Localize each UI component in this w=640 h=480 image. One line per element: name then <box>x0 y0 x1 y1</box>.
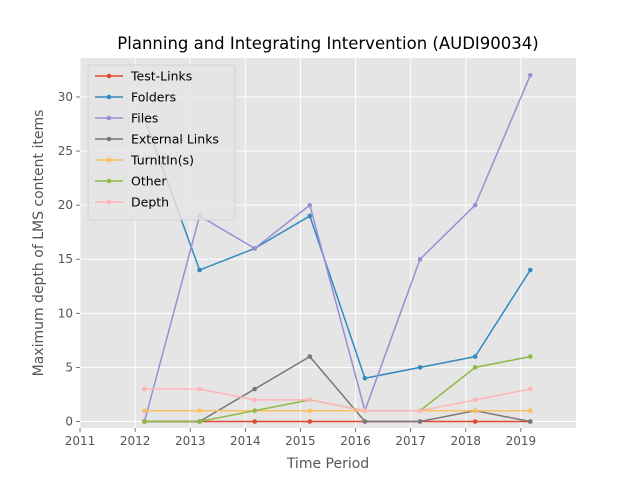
data-point-external-links <box>307 354 313 359</box>
x-axis-label: Time Period <box>286 456 369 472</box>
y-tick-label: 25 <box>58 144 73 158</box>
series-layer <box>142 73 533 424</box>
legend-marker-turnitin-s <box>106 157 112 163</box>
data-point-depth <box>197 386 202 392</box>
legend-marker-folders <box>106 94 112 100</box>
series-line-files <box>143 75 531 422</box>
data-point-turnitin-s <box>527 408 533 413</box>
x-tick-label: 2019 <box>506 434 537 448</box>
data-point-depth <box>417 408 423 413</box>
data-point-folders <box>307 213 313 219</box>
legend-marker-depth <box>106 199 112 205</box>
data-point-other <box>252 408 258 413</box>
data-point-turnitin-s <box>472 408 478 413</box>
y-tick-label: 0 <box>65 415 73 429</box>
data-point-test-links <box>307 419 313 424</box>
legend-marker-external-links <box>106 136 112 142</box>
legend-marker-test-links <box>106 73 112 79</box>
data-point-depth <box>362 408 368 413</box>
series-line-folders <box>143 118 531 379</box>
data-point-turnitin-s <box>142 408 147 413</box>
series-line-depth <box>144 388 531 412</box>
y-tick-label: 20 <box>58 198 73 212</box>
data-point-test-links <box>252 419 258 424</box>
data-point-other <box>527 354 533 359</box>
data-point-other <box>197 419 202 424</box>
y-tick-label: 5 <box>65 360 73 374</box>
data-point-other <box>472 365 478 370</box>
data-point-files <box>307 202 313 208</box>
series-line-external-links <box>144 355 531 423</box>
data-point-other <box>142 419 147 424</box>
data-point-test-links <box>472 419 478 424</box>
data-point-files <box>252 246 258 251</box>
x-tick-label: 2013 <box>175 434 206 448</box>
legend-label-files: Files <box>131 111 158 126</box>
data-point-folders <box>472 354 478 359</box>
x-tick-label: 2016 <box>340 434 371 448</box>
data-point-files <box>417 256 423 262</box>
data-point-files <box>527 73 533 78</box>
x-tick-label: 2018 <box>451 434 482 448</box>
y-tick-label: 30 <box>58 90 73 104</box>
grid-lines <box>79 58 576 428</box>
data-point-folders <box>417 365 423 370</box>
tick-layer: 2011 2012 2013 2014 2015 2016 2017 2018 20190510… <box>58 90 536 448</box>
data-point-turnitin-s <box>197 408 202 413</box>
data-point-turnitin-s <box>307 408 313 413</box>
data-point-external-links <box>252 386 258 392</box>
data-point-external-links <box>527 419 533 424</box>
data-point-depth <box>142 386 147 392</box>
y-tick-label: 15 <box>58 252 73 266</box>
chart-title: Planning and Integrating Intervention (A… <box>117 34 538 53</box>
data-point-depth <box>527 386 533 392</box>
x-tick-label: 2011 <box>65 434 96 448</box>
x-tick-label: 2017 <box>395 434 426 448</box>
data-point-depth <box>472 397 478 403</box>
x-tick-label: 2014 <box>230 434 261 448</box>
data-point-folders <box>362 375 368 381</box>
data-point-depth <box>252 397 258 403</box>
legend-label-external-links: External Links <box>131 132 219 147</box>
data-point-external-links <box>362 419 368 424</box>
y-tick-label: 10 <box>58 306 73 320</box>
legend-marker-other <box>106 178 112 184</box>
legend-box <box>87 64 236 221</box>
legend-label-folders: Folders <box>131 90 176 105</box>
x-tick-label: 2012 <box>120 434 151 448</box>
data-point-folders <box>527 267 533 273</box>
legend: Test-Links Folders Files External Links Turn… <box>87 64 236 221</box>
data-point-folders <box>197 267 202 273</box>
legend-marker-files <box>106 115 112 121</box>
data-point-external-links <box>417 419 423 424</box>
data-point-depth <box>307 397 313 403</box>
legend-label-depth: Depth <box>131 195 169 210</box>
y-axis-label: Maximum depth of LMS content items <box>31 110 47 377</box>
x-tick-label: 2015 <box>285 434 316 448</box>
legend-label-turnitin-s: TurnItIn(s) <box>130 153 194 168</box>
legend-label-other: Other <box>131 174 167 189</box>
legend-label-test-links: Test-Links <box>130 69 192 84</box>
data-point-files <box>472 202 478 208</box>
